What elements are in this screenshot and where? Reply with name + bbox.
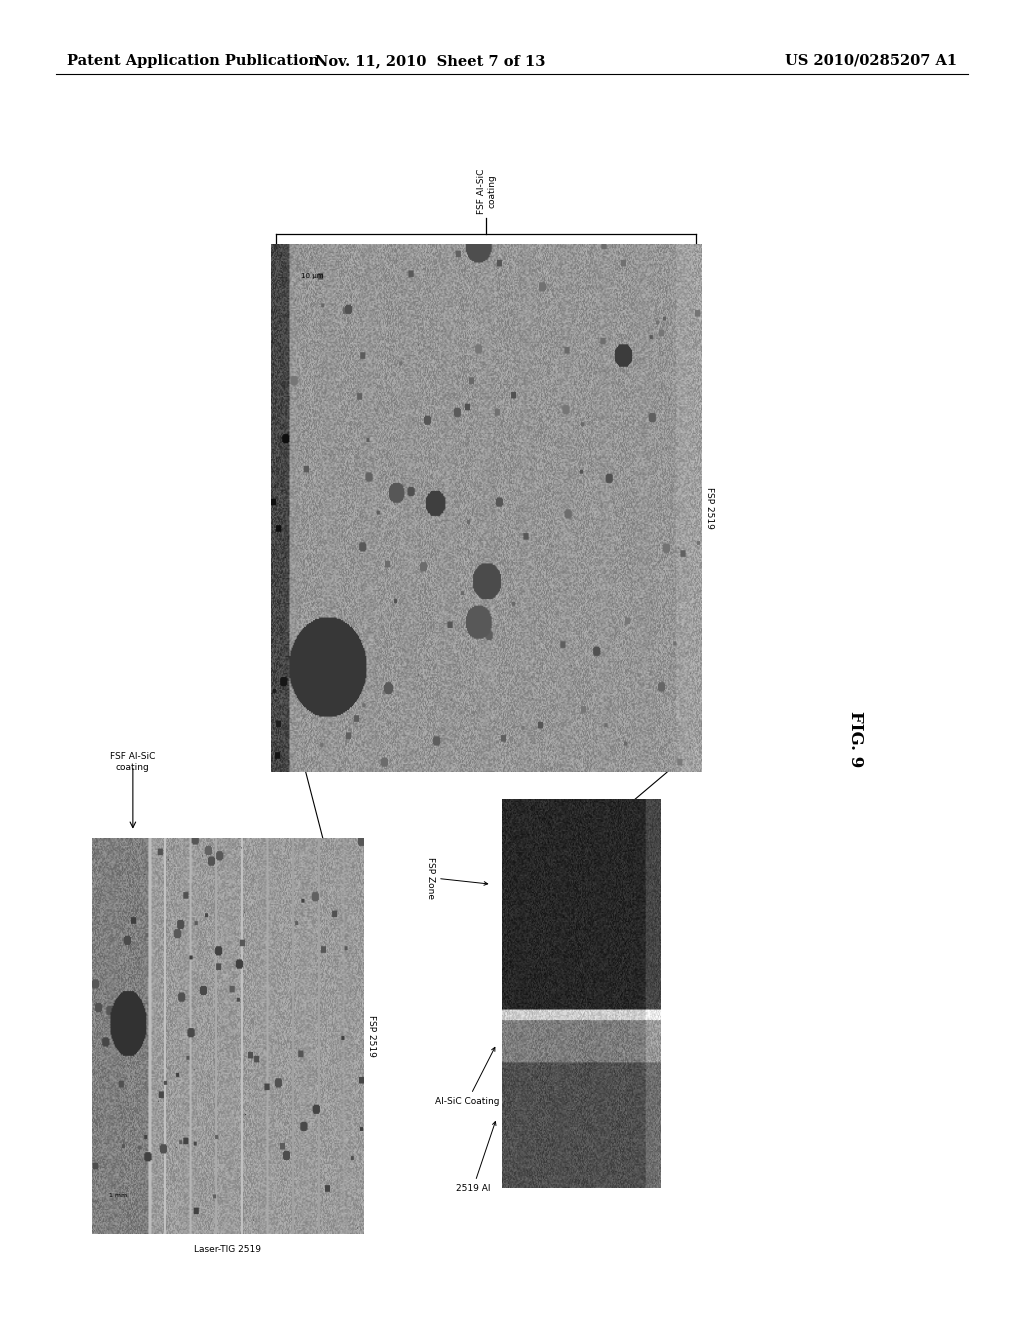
Text: 1 mm: 1 mm: [109, 1193, 127, 1199]
Text: FSP 2519: FSP 2519: [706, 487, 714, 529]
Text: Al-SiC Coating: Al-SiC Coating: [435, 1047, 500, 1106]
Text: FIG. 9: FIG. 9: [847, 711, 863, 767]
Text: FSP Zone: FSP Zone: [426, 857, 487, 899]
Text: 2519 Al: 2519 Al: [456, 1122, 496, 1193]
Text: FSF Al-SiC
coating: FSF Al-SiC coating: [477, 169, 496, 214]
Text: 10 μm: 10 μm: [301, 273, 323, 279]
Text: Patent Application Publication: Patent Application Publication: [67, 54, 318, 67]
Text: US 2010/0285207 A1: US 2010/0285207 A1: [785, 54, 957, 67]
Text: Nov. 11, 2010  Sheet 7 of 13: Nov. 11, 2010 Sheet 7 of 13: [315, 54, 545, 67]
Text: FSF Al-SiC
coating: FSF Al-SiC coating: [111, 752, 156, 772]
Text: FSP 2519: FSP 2519: [368, 1015, 376, 1057]
Text: Laser-TIG 2519: Laser-TIG 2519: [195, 1245, 261, 1254]
